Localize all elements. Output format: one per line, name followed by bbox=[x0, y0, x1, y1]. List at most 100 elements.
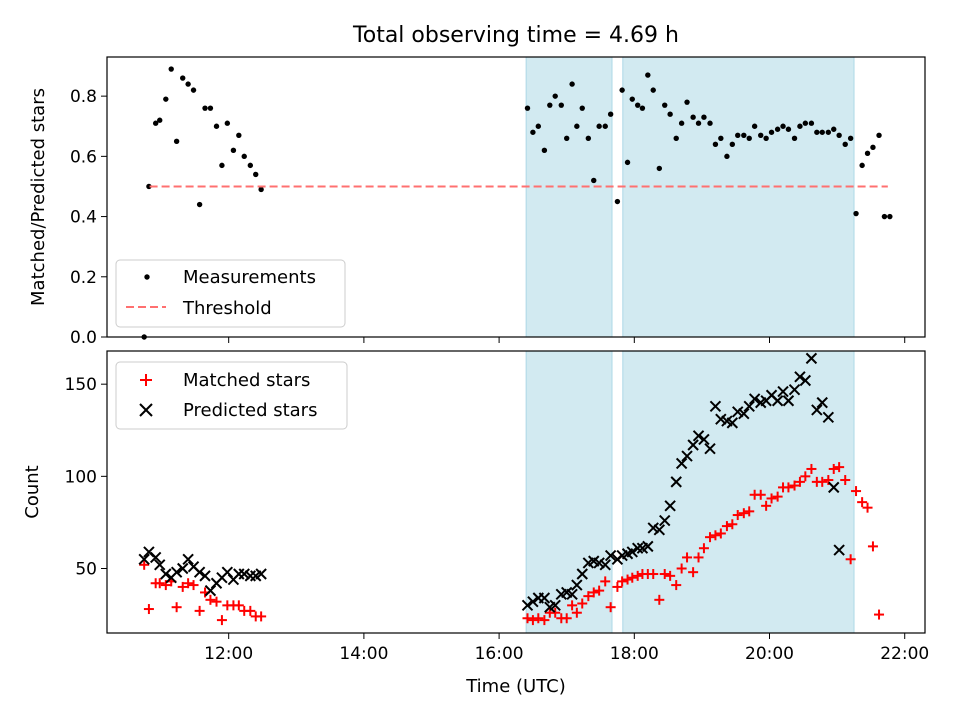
measurement-point bbox=[673, 135, 679, 141]
matched-stars-point bbox=[205, 594, 216, 605]
matched-stars-point bbox=[874, 609, 885, 620]
measurement-point bbox=[190, 87, 197, 93]
count-xtick-label: 14:00 bbox=[339, 644, 388, 664]
matched-stars-point bbox=[693, 552, 704, 563]
matched-stars-point bbox=[705, 532, 716, 543]
measurement-point bbox=[729, 141, 736, 148]
measurement-point bbox=[758, 132, 764, 138]
measurement-point bbox=[524, 105, 531, 111]
count-panel-frame bbox=[106, 350, 926, 634]
count-xtick-label: 18:00 bbox=[610, 644, 659, 664]
measurement-point bbox=[819, 129, 825, 135]
matched-stars-point bbox=[632, 570, 643, 581]
matched-stars-point bbox=[772, 491, 783, 502]
matched-stars-point bbox=[834, 462, 845, 473]
ratio-legend-box bbox=[115, 259, 346, 328]
ratio-ytick-label: 0.4 bbox=[70, 208, 97, 228]
predicted-stars-point bbox=[653, 524, 666, 536]
measurement-point bbox=[213, 123, 220, 129]
matched-stars-point bbox=[867, 541, 878, 552]
predicted-stars-point bbox=[788, 383, 801, 396]
predicted-stars-point bbox=[833, 544, 845, 556]
measurement-point bbox=[579, 105, 585, 111]
matched-stars-point bbox=[183, 578, 194, 589]
count-xtick-label: 16:00 bbox=[475, 644, 524, 664]
predicted-stars-point bbox=[566, 588, 578, 601]
measurement-point bbox=[173, 138, 180, 145]
measurement-point bbox=[662, 102, 668, 108]
measurement-point bbox=[881, 213, 888, 220]
measurement-point bbox=[530, 129, 536, 135]
matched-stars-point bbox=[622, 574, 633, 585]
matched-stars-point bbox=[143, 604, 154, 615]
matched-stars-point bbox=[761, 500, 772, 511]
matched-stars-point bbox=[828, 463, 839, 474]
count-panel-marks bbox=[138, 352, 885, 626]
predicted-stars-point bbox=[738, 407, 750, 420]
measurement-point bbox=[678, 120, 685, 126]
measurement-point bbox=[607, 111, 614, 117]
matched-stars-point bbox=[665, 570, 676, 581]
measurement-point bbox=[718, 135, 724, 141]
measurement-point bbox=[541, 147, 548, 154]
predicted-stars-point bbox=[521, 599, 534, 612]
predicted-stars-point bbox=[687, 439, 699, 451]
predicted-stars-point bbox=[726, 417, 739, 429]
predicted-stars-point bbox=[549, 599, 561, 612]
measurement-point bbox=[247, 162, 254, 169]
count-panel-axes: 50 100 150 12:00 14:00 16:00 18:00 20:00 22:00 bbox=[65, 375, 930, 664]
matched-stars-point bbox=[539, 615, 550, 626]
predicted-stars-point bbox=[828, 481, 840, 494]
ratio-panel-marks bbox=[141, 66, 893, 340]
measurement-point bbox=[236, 132, 242, 138]
measurement-point bbox=[751, 123, 758, 129]
predicted-stars-point bbox=[599, 559, 611, 571]
measurement-point bbox=[207, 105, 214, 111]
predicted-stars-point bbox=[709, 400, 722, 413]
matched-stars-point bbox=[654, 594, 665, 605]
ratio-panel-legend: Measurements Threshold bbox=[115, 259, 346, 328]
matched-stars-point bbox=[715, 528, 726, 539]
predicted-stars-point bbox=[659, 514, 671, 527]
predicted-stars-point bbox=[193, 566, 206, 578]
matched-stars-point bbox=[577, 598, 588, 609]
predicted-stars-point bbox=[182, 553, 194, 565]
matched-stars-point bbox=[522, 613, 533, 624]
predicted-stars-point bbox=[538, 592, 551, 604]
matched-stars-point bbox=[177, 581, 188, 592]
matched-stars-point bbox=[188, 580, 199, 591]
measurement-point bbox=[712, 141, 719, 148]
legend-matched-marker bbox=[140, 374, 152, 386]
measurement-point bbox=[152, 120, 159, 126]
matched-stars-point bbox=[550, 607, 561, 618]
measurement-point bbox=[667, 111, 673, 117]
matched-stars-point bbox=[783, 482, 794, 493]
measurement-point bbox=[853, 210, 859, 217]
x-axis-label: Time (UTC) bbox=[465, 676, 566, 697]
matched-stars-point bbox=[245, 605, 256, 616]
measurement-point bbox=[701, 114, 707, 120]
legend-predicted-marker bbox=[139, 403, 153, 417]
matched-stars-point bbox=[682, 552, 693, 563]
matched-stars-point bbox=[561, 613, 572, 624]
measurement-point bbox=[887, 213, 893, 220]
measurement-point bbox=[870, 144, 876, 151]
predicted-stars-point bbox=[527, 595, 539, 608]
matched-stars-point bbox=[789, 480, 800, 491]
measurement-point bbox=[146, 183, 152, 190]
matched-stars-point bbox=[256, 611, 267, 622]
measurement-point bbox=[847, 135, 854, 141]
matched-stars-point bbox=[862, 502, 873, 513]
measurement-point bbox=[253, 171, 259, 178]
count-ytick-label: 50 bbox=[75, 559, 97, 579]
predicted-stars-point bbox=[642, 540, 654, 553]
matched-stars-point bbox=[744, 506, 755, 517]
measurement-point bbox=[808, 120, 815, 126]
measurement-point bbox=[684, 99, 690, 105]
legend-measurements-label: Measurements bbox=[183, 267, 316, 288]
predicted-stars-point bbox=[160, 568, 172, 580]
predicted-stars-point bbox=[692, 430, 705, 442]
matched-stars-point bbox=[594, 585, 605, 596]
matched-stars-point bbox=[583, 591, 594, 602]
